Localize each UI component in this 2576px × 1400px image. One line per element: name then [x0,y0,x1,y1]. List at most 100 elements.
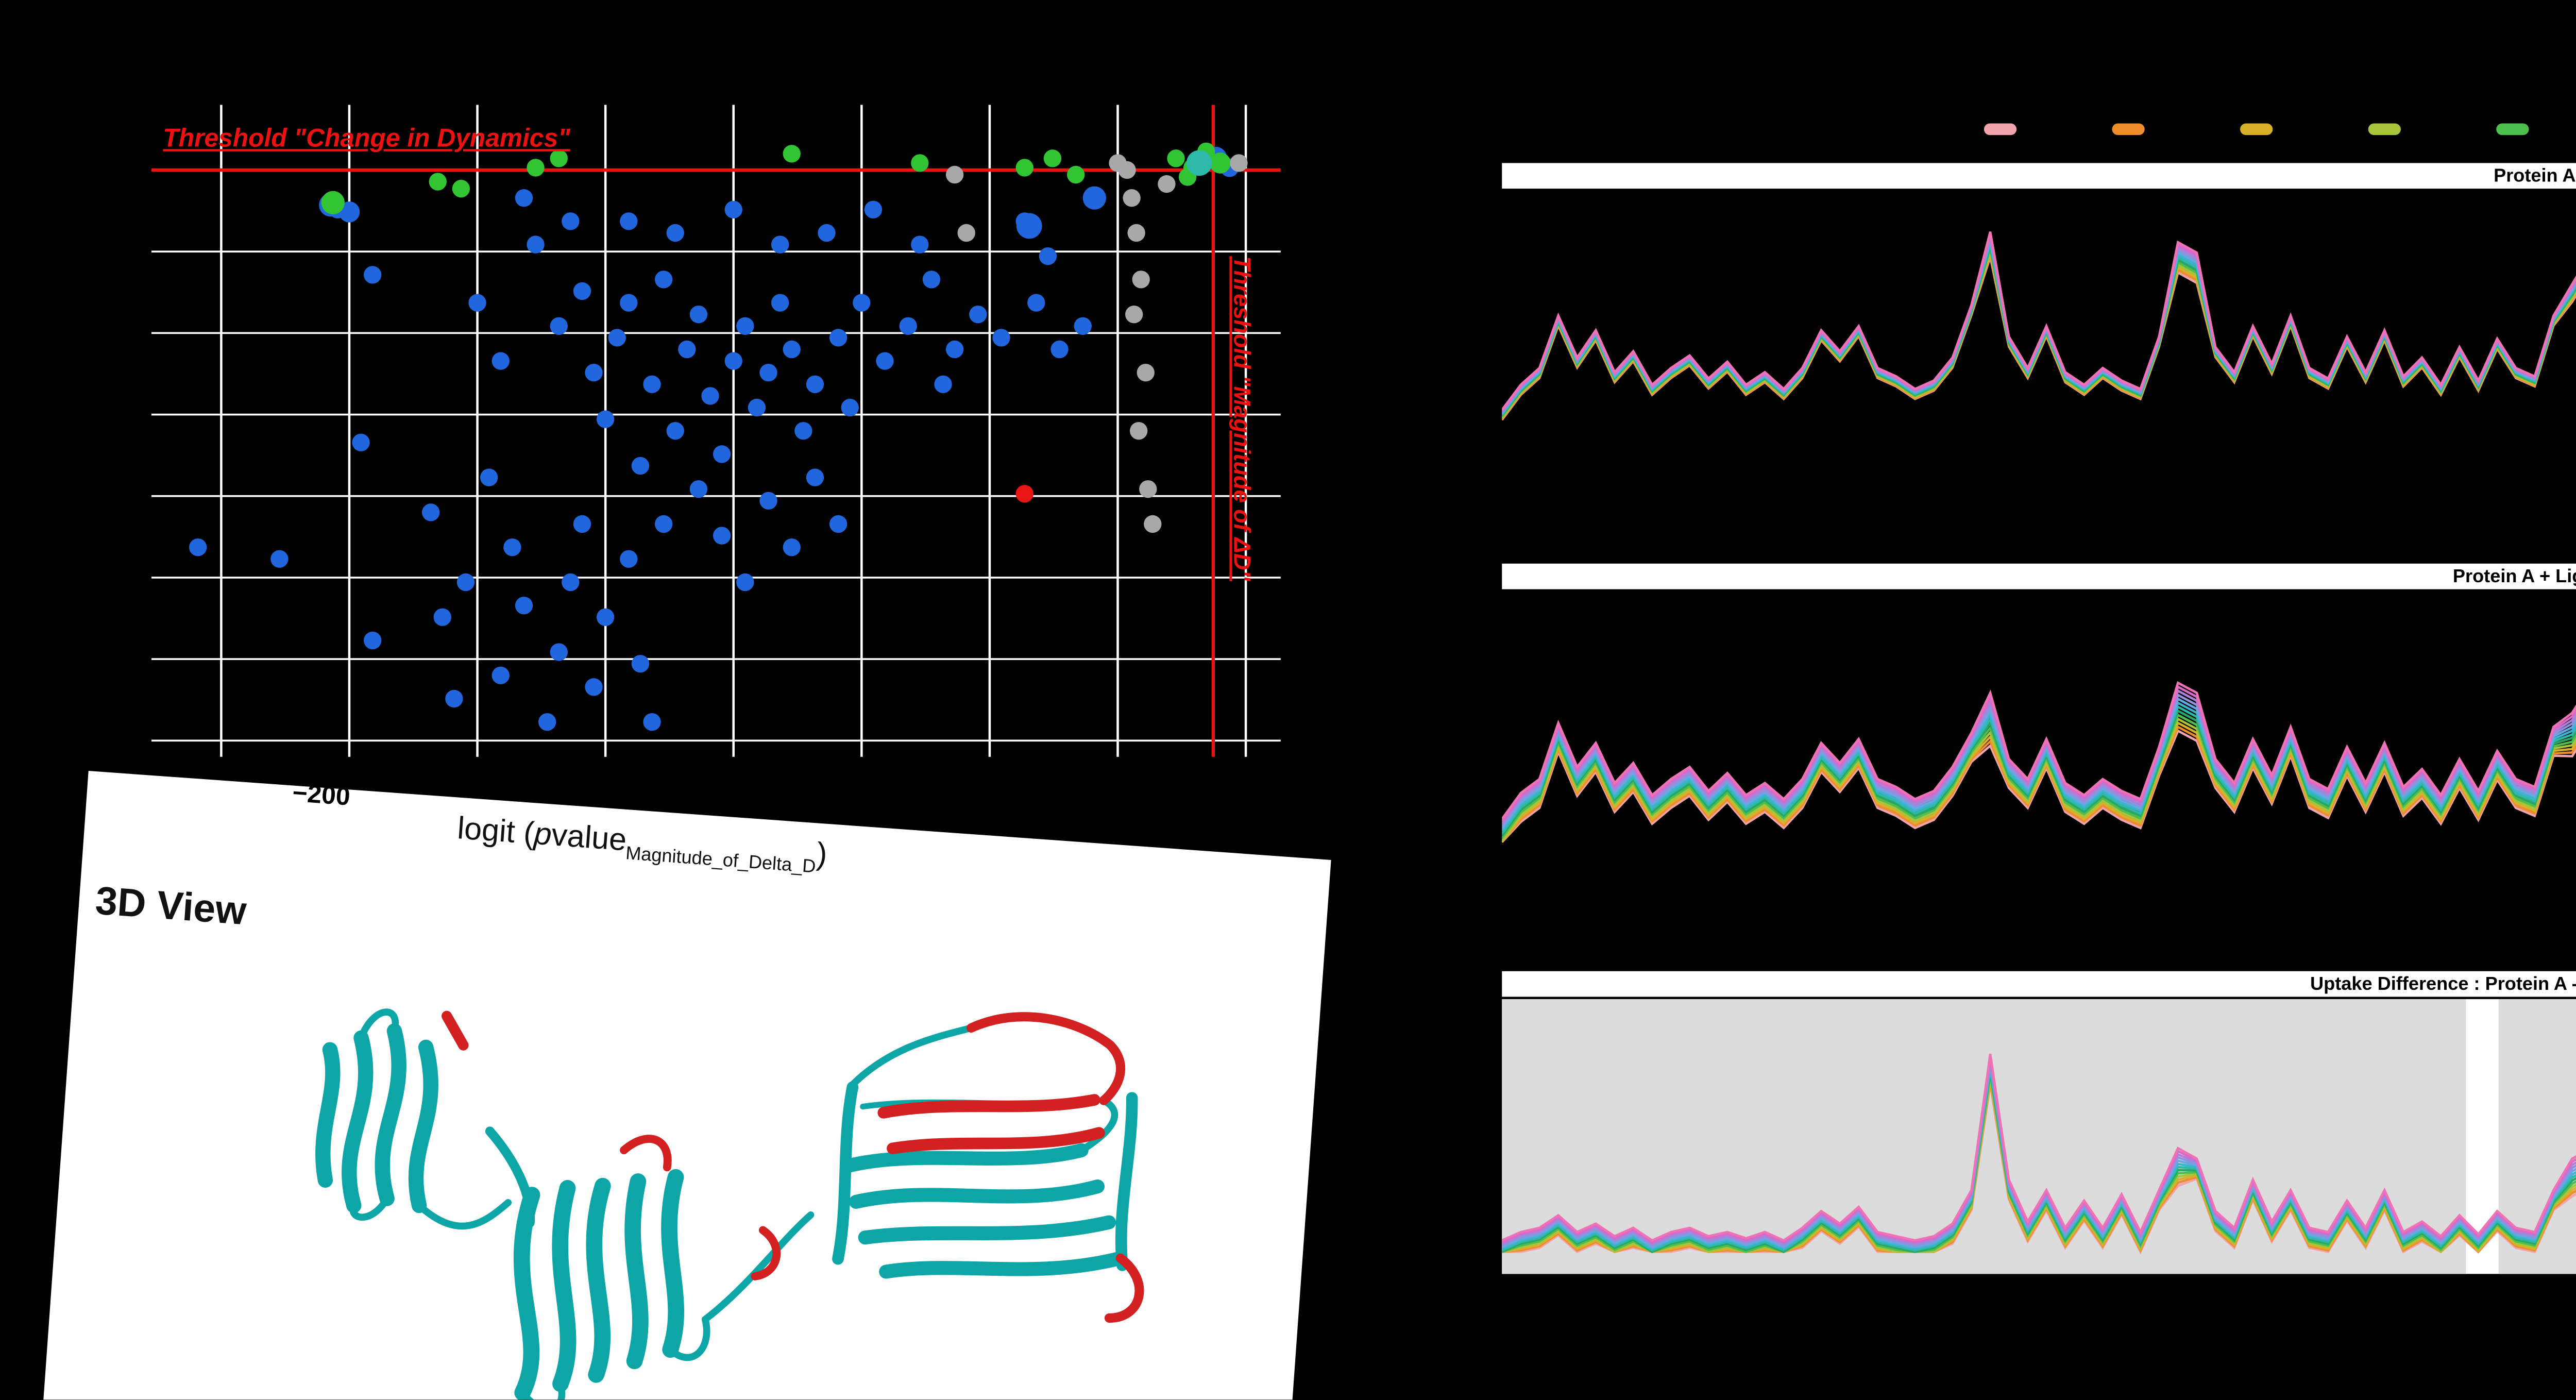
scatter-point-blue[interactable] [620,294,638,312]
series-line[interactable] [1502,1081,2576,1254]
legend-dash[interactable] [2496,123,2529,134]
scatter-point-blue[interactable] [911,235,929,254]
scatter-point-blue[interactable] [771,294,789,312]
scatter-point-red[interactable] [1015,485,1033,503]
scatter-point-blue[interactable] [643,713,661,731]
scatter-point-green[interactable] [911,154,929,172]
scatter-point-gray[interactable] [1230,154,1248,172]
series-line[interactable] [1502,244,2576,419]
scatter-point-green[interactable] [527,159,545,177]
series-line[interactable] [1502,719,2576,843]
series-line[interactable] [1502,677,2576,830]
scatter-point-blue[interactable] [713,445,731,463]
scatter-point-blue[interactable] [841,398,859,417]
scatter-point-green[interactable] [783,145,801,163]
scatter-point-blue[interactable] [585,363,603,382]
scatter-point-blue[interactable] [1016,213,1042,239]
scatter-point-blue[interactable] [550,643,568,661]
scatter-point-green[interactable] [1167,149,1185,167]
scatter-point-blue[interactable] [338,201,360,223]
scatter-point-blue[interactable] [421,503,440,521]
scatter-point-gray[interactable] [1118,161,1136,179]
scatter-point-blue[interactable] [724,200,742,218]
scatter-point-blue[interactable] [1074,317,1092,335]
series-line[interactable] [1502,653,2576,820]
scatter-point-blue[interactable] [934,375,952,393]
series-line[interactable] [1502,701,2576,839]
scatter-point-blue[interactable] [456,573,475,592]
uptake-chart-protein-a-ligand[interactable] [1502,592,2576,941]
scatter-point-gray[interactable] [1125,305,1143,324]
series-line[interactable] [1502,248,2576,430]
series-line[interactable] [1502,1056,2576,1243]
scatter-point-blue[interactable] [608,329,626,347]
scatter-point-blue[interactable] [689,480,708,498]
scatter-point-blue[interactable] [363,266,382,284]
series-line[interactable] [1502,725,2576,843]
scatter-point-green[interactable] [1043,149,1062,167]
scatter-point-blue[interactable] [492,666,510,684]
scatter-point-blue[interactable] [759,363,777,382]
series-line[interactable] [1502,1071,2576,1253]
scatter-point-blue[interactable] [189,538,207,556]
scatter-point-blue[interactable] [1082,186,1106,210]
scatter-point-blue[interactable] [806,468,824,486]
scatter-point-blue[interactable] [363,631,382,650]
scatter-point-green[interactable] [429,173,447,191]
series-line[interactable] [1502,713,2576,843]
scatter-point-blue[interactable] [492,352,510,370]
scatter-point-blue[interactable] [596,410,615,428]
scatter-point-blue[interactable] [899,317,917,335]
scatter-point-blue[interactable] [550,317,568,335]
scatter-point-blue[interactable] [1039,247,1057,265]
scatter-point-blue[interactable] [1027,294,1045,312]
scatter-point-blue[interactable] [876,352,894,370]
legend-dash[interactable] [2112,123,2145,134]
scatter-point-blue[interactable] [783,340,801,359]
scatter-point-blue[interactable] [631,654,650,673]
scatter-point-gray[interactable] [1123,189,1141,207]
scatter-point-blue[interactable] [620,550,638,568]
scatter-point-blue[interactable] [480,468,498,486]
scatter-point-blue[interactable] [666,421,684,440]
scatter-point-blue[interactable] [445,689,463,708]
scatter-point-green[interactable] [452,179,470,198]
scatter-point-blue[interactable] [736,317,754,335]
scatter-point-blue[interactable] [654,515,673,533]
series-line[interactable] [1502,1064,2576,1249]
scatter-point-gray[interactable] [1137,363,1155,382]
scatter-point-blue[interactable] [713,527,731,545]
scatter-point-blue[interactable] [515,189,533,207]
scatter-point-green[interactable] [1210,153,1231,174]
scatter-point-blue[interactable] [922,271,941,289]
scatter-point-blue[interactable] [596,608,615,626]
scatter-point-green[interactable] [321,191,345,214]
scatter-point-blue[interactable] [1050,340,1069,359]
series-line[interactable] [1502,1066,2576,1251]
scatter-point-gray[interactable] [1139,480,1157,498]
scatter-point-blue[interactable] [573,515,591,533]
scatter-point-blue[interactable] [270,550,289,568]
series-line[interactable] [1502,231,2576,411]
scatter-point-blue[interactable] [783,538,801,556]
scatter-point-blue[interactable] [736,573,754,592]
scatter-point-blue[interactable] [689,305,708,324]
scatter-point-blue[interactable] [724,352,742,370]
scatter-point-blue[interactable] [771,235,789,254]
uptake-difference-chart[interactable] [1502,999,2576,1274]
series-line[interactable] [1502,695,2576,837]
series-line[interactable] [1502,1084,2576,1255]
legend-dash[interactable] [1984,123,2017,134]
scatter-point-blue[interactable] [620,212,638,230]
protein-ribbon[interactable] [167,896,1276,1400]
series-line[interactable] [1502,1058,2576,1245]
scatter-point-blue[interactable] [468,294,486,312]
series-line[interactable] [1502,689,2576,834]
scatter-point-teal[interactable] [1186,150,1212,176]
series-line[interactable] [1502,707,2576,841]
scatter-point-blue[interactable] [945,340,964,359]
series-line[interactable] [1502,665,2576,824]
scatter-point-blue[interactable] [562,573,580,592]
series-line[interactable] [1502,671,2576,827]
scatter-point-blue[interactable] [794,421,812,440]
